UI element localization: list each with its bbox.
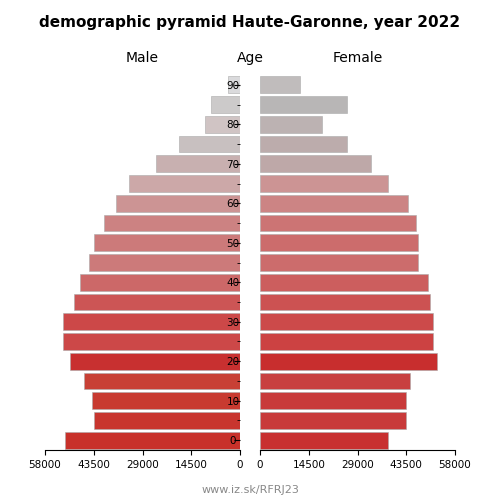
Bar <box>260 234 418 251</box>
Bar <box>228 76 240 94</box>
Bar <box>260 294 430 310</box>
Bar <box>260 96 348 113</box>
Bar <box>260 136 348 152</box>
Bar <box>64 314 240 330</box>
Bar <box>156 156 240 172</box>
Bar <box>260 156 371 172</box>
Bar <box>260 116 322 132</box>
Bar <box>260 195 408 212</box>
Text: Male: Male <box>126 51 159 65</box>
Bar <box>260 392 406 409</box>
Bar <box>260 353 436 370</box>
Bar <box>129 175 240 192</box>
Text: demographic pyramid Haute-Garonne, year 2022: demographic pyramid Haute-Garonne, year … <box>40 15 461 30</box>
Bar <box>260 175 388 192</box>
Bar <box>260 76 300 94</box>
Bar <box>180 136 240 152</box>
Bar <box>212 96 240 113</box>
Bar <box>70 353 240 370</box>
Bar <box>260 432 388 448</box>
Bar <box>92 392 240 409</box>
Bar <box>104 214 240 232</box>
Bar <box>94 234 240 251</box>
Bar <box>260 372 410 390</box>
Bar <box>65 432 240 448</box>
Bar <box>64 333 240 350</box>
Bar <box>260 274 428 290</box>
Bar <box>116 195 240 212</box>
Bar <box>84 372 240 390</box>
Bar <box>260 254 418 271</box>
Bar <box>260 333 433 350</box>
Bar <box>94 412 240 429</box>
Text: Female: Female <box>332 51 382 65</box>
Text: www.iz.sk/RFRJ23: www.iz.sk/RFRJ23 <box>201 485 299 495</box>
Bar <box>74 294 240 310</box>
Text: Age: Age <box>236 51 264 65</box>
Bar <box>260 412 406 429</box>
Bar <box>260 214 416 232</box>
Bar <box>260 314 433 330</box>
Bar <box>204 116 240 132</box>
Bar <box>88 254 240 271</box>
Bar <box>80 274 240 290</box>
